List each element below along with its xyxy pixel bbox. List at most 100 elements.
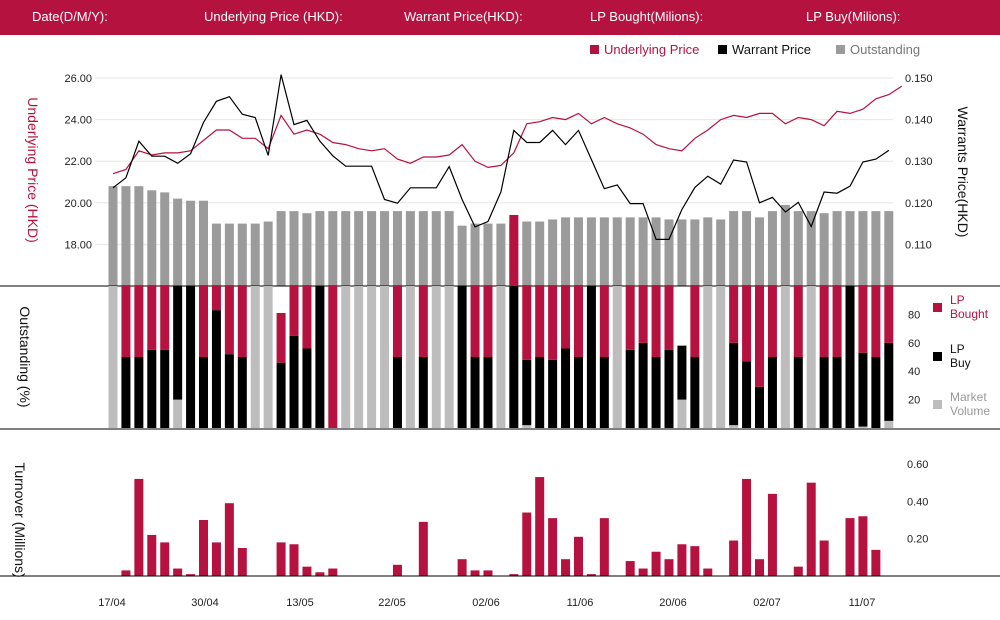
lp-bought-bar [871, 286, 881, 357]
outstanding-bar [586, 217, 596, 286]
outstanding-bar [392, 211, 402, 286]
lp-bought-bar [392, 286, 402, 357]
outstanding-bar [871, 211, 881, 286]
outstanding-bar [457, 225, 467, 286]
legend-swatch [836, 45, 845, 54]
turnover-bar [819, 540, 829, 576]
mid-tick-label: 40 [908, 366, 920, 378]
turnover-bar [755, 559, 764, 576]
lp-buy-bar [315, 286, 325, 428]
turnover-bar [806, 482, 816, 576]
left-tick-label: 20.00 [64, 198, 92, 210]
turnover-bar [871, 549, 881, 576]
lp-buy-bar [147, 349, 157, 428]
outstanding-bar [418, 211, 428, 286]
market-volume-bar [522, 425, 532, 428]
market-volume-bar [496, 286, 506, 428]
market-volume-bar [612, 286, 622, 428]
outstanding-bar [742, 211, 752, 286]
left-tick-label: 26.00 [64, 73, 92, 85]
outstanding-bar [380, 211, 390, 286]
x-tick-label: 02/06 [472, 597, 500, 609]
turnover-bar [328, 568, 338, 576]
legend-label: Underlying Price [604, 42, 699, 57]
header-bar: Date(D/M/Y): Underlying Price (HKD): War… [0, 0, 1000, 35]
lp-buy-bar [211, 310, 221, 428]
legend-label: LP Buy [950, 342, 971, 370]
turnover-bar [224, 503, 234, 576]
x-tick-label: 20/06 [659, 597, 687, 609]
lp-buy-label: LP Buy(Milions): [806, 9, 901, 24]
outstanding-bar [677, 219, 687, 286]
turnover-bar [199, 520, 209, 576]
turnover-bar [186, 574, 196, 576]
outstanding-bar [548, 219, 558, 286]
turnover-bar [173, 568, 183, 576]
x-tick-label: 22/05 [378, 597, 406, 609]
lp-buy-bar [573, 357, 583, 428]
turnover-bar [767, 493, 777, 576]
outstanding-bar [263, 221, 273, 286]
outstanding-bar [108, 186, 118, 286]
lp-bought-bar [211, 286, 221, 311]
lp-buy-bar [302, 348, 312, 428]
outstanding-bar [302, 213, 312, 286]
lp-bought-bar [599, 286, 609, 357]
x-tick-label: 13/05 [286, 597, 314, 609]
lp-bought-bar [832, 286, 842, 357]
turnover-bar [147, 534, 157, 576]
lp-buy-bar [884, 342, 894, 421]
lp-buy-bar [858, 352, 868, 427]
market-volume-bar [444, 286, 454, 428]
turnover-bar [522, 512, 532, 576]
outstanding-bar [625, 217, 635, 286]
legend-swatch [933, 303, 942, 312]
lp-bought-bar [729, 286, 739, 343]
lp-buy-bar [677, 345, 687, 400]
outstanding-bar [147, 190, 157, 286]
lp-bought-bar [289, 286, 299, 336]
lp-bought-bar [819, 286, 829, 357]
turnover-bar [535, 477, 545, 576]
market-volume-bar [380, 286, 390, 428]
market-volume-bar [884, 420, 894, 428]
lp-bought-bar [664, 286, 674, 350]
lp-bought-bar [470, 286, 480, 357]
turnover-bar [586, 574, 596, 576]
turnover-bar [548, 518, 558, 576]
market-volume-bar [173, 399, 183, 428]
turnover-bar [160, 542, 170, 576]
turnover-bar [302, 566, 312, 576]
outstanding-bar [664, 219, 674, 286]
lp-bought-bar [858, 286, 868, 353]
outstanding-bar [431, 211, 441, 286]
right-tick-label: 0.120 [905, 198, 933, 210]
lp-buy-bar [522, 359, 532, 426]
turnover-bar [237, 548, 247, 576]
x-tick-label: 02/07 [753, 597, 781, 609]
lp-buy-bar [457, 286, 467, 428]
outstanding-bar [561, 217, 571, 286]
lp-bought-bar [638, 286, 648, 343]
outstanding-bar [315, 211, 325, 286]
outstanding-bar [328, 211, 338, 286]
turnover-bar [211, 542, 221, 576]
lp-buy-bar [470, 357, 480, 428]
outstanding-bar [237, 223, 247, 286]
lp-buy-bar [767, 357, 777, 428]
turnover-bar [392, 564, 402, 576]
turnover-bar [561, 559, 571, 576]
outstanding-bar [729, 211, 739, 286]
turnover-bar [121, 570, 131, 576]
outstanding-bar [496, 223, 506, 286]
lp-buy-bar [729, 342, 739, 426]
outstanding-bar [522, 221, 532, 286]
outstanding-bar [173, 198, 183, 286]
turnover-bar [742, 478, 752, 576]
lp-bought-bar [548, 286, 558, 360]
turnover-bar [315, 572, 325, 576]
warrant-price-label: Warrant Price(HKD): [404, 9, 523, 24]
turnover-bar [690, 546, 700, 576]
outstanding-bar [638, 217, 648, 286]
turnover-bar [664, 559, 674, 576]
